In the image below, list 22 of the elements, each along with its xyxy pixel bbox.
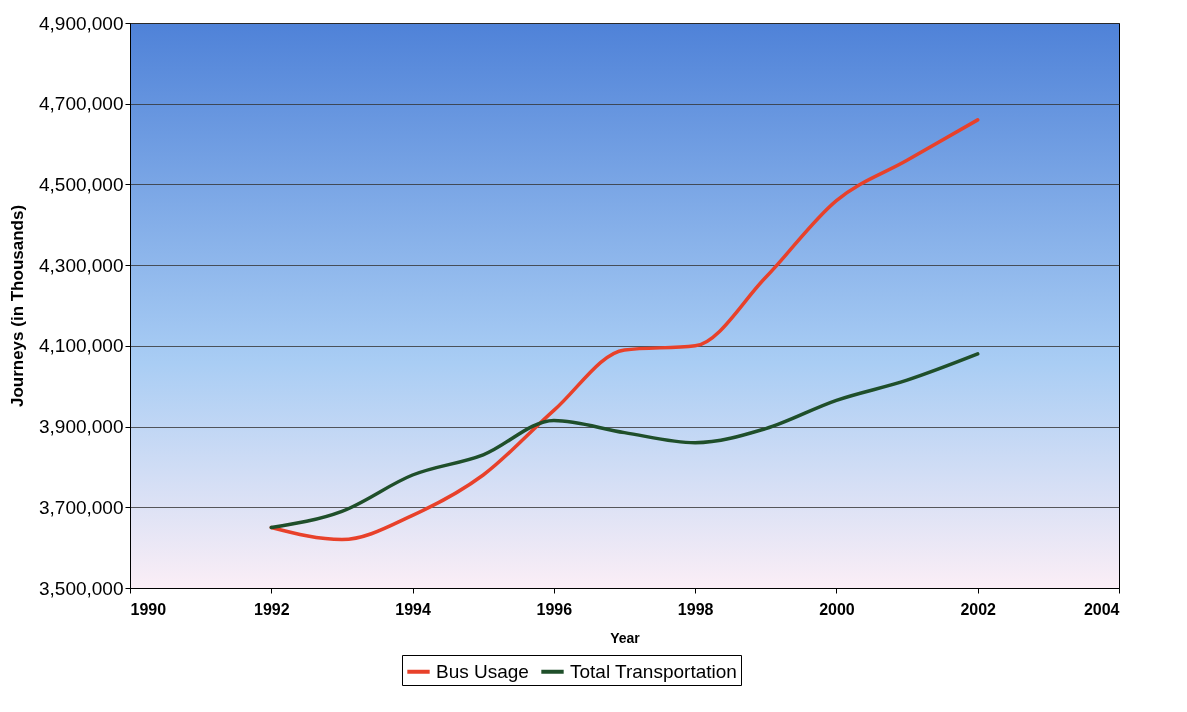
line-series [269,352,980,530]
x-tick-label: 2002 [960,600,997,618]
x-axis-title: Year [610,629,641,646]
y-axis-title: Journeys (in Thousands) [7,204,27,408]
y-tick-label: 3,500,000 [38,577,124,599]
x-tick-label: 1998 [677,600,714,618]
y-tick-label: 3,900,000 [38,416,124,438]
y-tick-label: 4,900,000 [38,12,124,34]
line-series [269,118,980,542]
x-tick-label: 2000 [819,600,855,618]
y-tick-label: 4,100,000 [38,335,124,357]
y-tick-label: 4,500,000 [38,173,124,195]
x-tick-label: 1992 [253,600,290,618]
legend-label: Bus Usage [436,660,529,682]
y-tick-label: 4,700,000 [38,93,124,115]
x-tick-label: 2004 [1083,600,1120,618]
y-tick-label: 3,700,000 [38,496,124,518]
legend-label: Total Transportation [570,660,737,682]
x-tick-label: 1994 [395,600,431,618]
x-tick-label: 1996 [536,600,573,618]
x-tick-label: 1990 [130,600,167,618]
y-tick-label: 4,300,000 [38,254,124,276]
